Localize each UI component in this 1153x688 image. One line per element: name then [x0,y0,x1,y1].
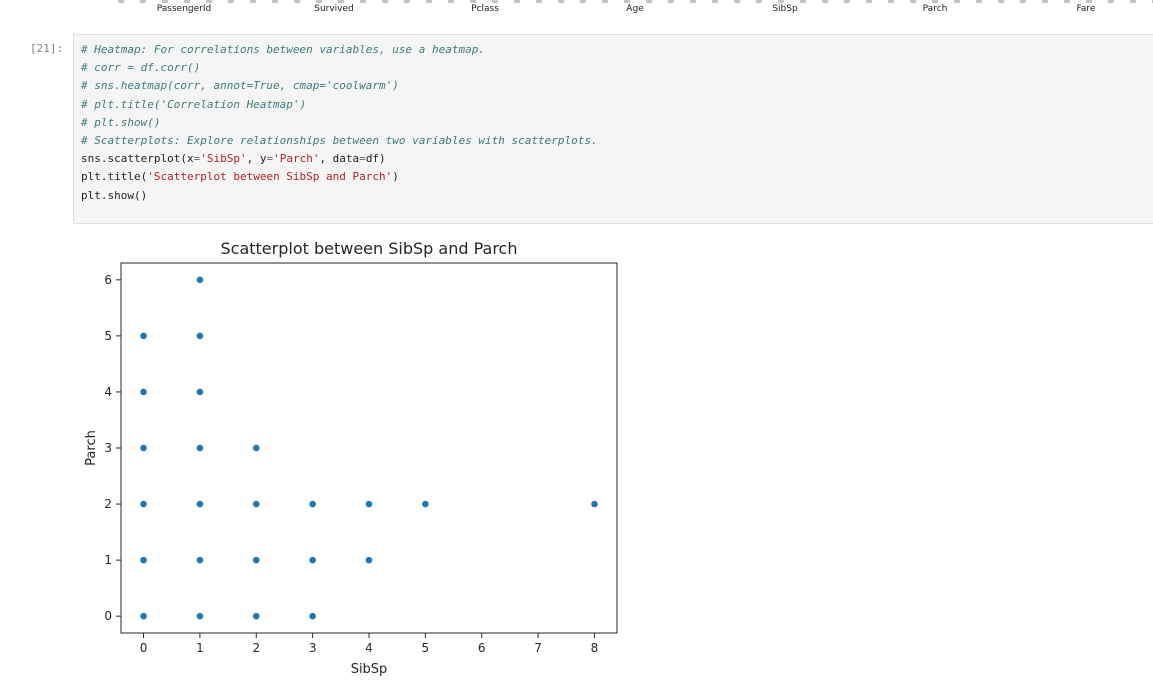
y-tick-label: 5 [104,329,112,343]
scatter-point [196,275,204,284]
scatterplot-output: Scatterplot between SibSp and Parch 0 1 2 3… [73,232,633,686]
x-axis-ticks: 0 1 2 3 4 5 6 7 8 [140,633,599,655]
y-tick-label: 3 [104,441,112,455]
scatter-point [308,556,317,565]
y-tick-label: 2 [104,497,112,511]
previous-output-ticks [118,0,1153,3]
x-tick-label: 0 [140,641,148,655]
scatter-point [252,444,261,452]
code-cell-editor[interactable]: # Heatmap: For correlations between vari… [73,34,1153,224]
code-line[interactable]: # sns.heatmap(corr, annot=True, cmap='co… [81,79,399,93]
y-tick-label: 4 [104,385,112,399]
chart-title: Scatterplot between SibSp and Parch [221,239,518,258]
y-axis-label: Parch [84,430,99,466]
code-lines[interactable]: # Heatmap: For correlations between vari… [81,41,598,205]
scatter-point [139,500,148,508]
x-tick-label: 3 [309,641,317,655]
scatter-point [421,500,430,508]
cell-execution-prompt: [21]: [30,42,64,55]
code-line[interactable]: # Heatmap: For correlations between vari… [81,43,485,56]
scatter-point [252,500,261,508]
scatter-point [139,331,148,340]
code-line[interactable]: plt.title('Scatterplot between SibSp and… [81,170,399,184]
axes-frame [120,262,618,634]
x-tick-label: 4 [365,641,373,655]
scatter-point [139,444,148,452]
scatter-point [308,612,317,621]
y-tick-label: 6 [104,273,112,287]
scatter-point [590,500,599,508]
scatter-point [252,612,261,621]
scatter-point [196,388,204,396]
scatter-point [196,556,204,565]
scatter-points [139,275,599,621]
prev-axis-label: Pclass [471,4,499,14]
x-tick-label: 6 [478,641,486,655]
x-tick-label: 7 [534,641,542,655]
code-line[interactable]: # plt.title('Correlation Heatmap') [81,97,307,111]
scatter-point [139,556,148,565]
x-tick-label: 2 [252,641,260,655]
code-line[interactable]: plt.show() [81,188,148,202]
scatter-point [139,388,148,396]
scatter-point [196,612,204,621]
x-tick-label: 1 [196,641,204,655]
code-line[interactable]: # Scatterplots: Explore relationships be… [81,133,598,147]
x-tick-label: 5 [422,641,430,655]
code-line[interactable]: sns.scatterplot(x='SibSp', y='Parch', da… [81,152,386,166]
y-tick-label: 1 [104,553,112,567]
x-tick-label: 8 [591,641,599,655]
y-tick-label: 0 [104,609,112,623]
scatter-point [139,612,148,621]
scatter-point [196,500,204,508]
scatter-point [196,331,204,340]
scatter-point [365,500,373,508]
code-line[interactable]: # corr = df.corr() [81,61,201,75]
scatter-point [308,500,317,508]
x-axis-label: SibSp [351,662,388,677]
prev-axis-label: Age [626,4,644,14]
prev-axis-label: Fare [1076,4,1096,14]
scatter-point [365,556,373,565]
scatter-point [196,444,204,452]
code-line[interactable]: # plt.show() [81,115,161,129]
previous-output-strip: PassengerId Survived Pclass Age SibSp Pa… [0,0,1153,18]
prev-axis-label: Parch [922,4,948,14]
scatter-point [252,556,261,565]
prev-axis-label: SibSp [772,4,798,14]
y-axis-ticks: 0 1 2 3 4 5 6 [104,273,121,623]
scatterplot-svg: Scatterplot between SibSp and Parch 0 1 2 3… [84,239,618,677]
prev-axis-label: PassengerId [156,4,212,14]
prev-axis-label: Survived [314,4,354,14]
